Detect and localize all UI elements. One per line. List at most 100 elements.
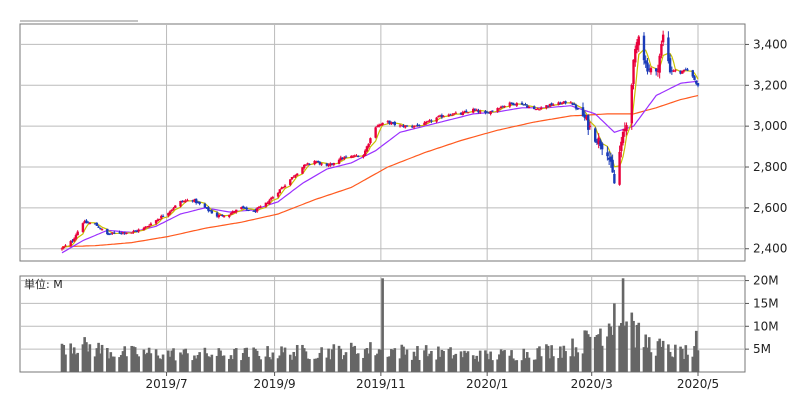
candle-body	[400, 125, 403, 127]
candle-body	[595, 141, 599, 143]
candle-body	[198, 201, 201, 204]
volume-tick-label: 10M	[753, 319, 779, 333]
volume-bar	[536, 348, 539, 372]
candle-body	[86, 222, 90, 224]
candle-body	[548, 103, 552, 107]
volume-bar	[552, 356, 555, 372]
candle-body	[107, 234, 111, 236]
volume-bar	[283, 347, 287, 372]
volume-bar	[376, 353, 379, 372]
candle-body	[207, 207, 210, 211]
volume-bar	[581, 353, 585, 372]
volume-bar	[72, 347, 76, 372]
volume-bar	[315, 358, 318, 372]
candle-body	[182, 200, 186, 202]
volume-bar	[381, 278, 384, 372]
volume-bar	[363, 349, 367, 372]
volume-bar	[339, 348, 343, 372]
candle-body	[276, 192, 280, 197]
volume-bar	[100, 344, 104, 372]
volume-bar	[168, 356, 172, 372]
candle-body	[245, 207, 248, 210]
candle-body	[290, 177, 294, 180]
candle-body	[76, 231, 79, 236]
volume-bar	[499, 349, 503, 372]
volume-bar	[682, 358, 686, 372]
candle-body	[242, 206, 245, 208]
volume-bar	[466, 351, 470, 372]
candle-body	[618, 151, 621, 185]
volume-bar	[583, 330, 587, 372]
candle-body	[552, 104, 555, 106]
candle-body	[472, 108, 475, 113]
volume-bar	[337, 345, 341, 372]
volume-bar	[417, 359, 421, 372]
candle-body	[440, 115, 444, 118]
candle-body	[672, 70, 675, 72]
candle-body	[496, 108, 499, 112]
volume-bar	[271, 352, 275, 372]
candle-body	[599, 140, 602, 147]
x-tick-label: 2019/11	[356, 377, 406, 391]
candle-body	[539, 107, 543, 110]
price-tick-label: 2,400	[753, 242, 787, 256]
volume-bars	[60, 278, 700, 372]
candle-body	[280, 187, 283, 190]
volume-bar	[193, 355, 196, 372]
candle-body	[374, 127, 377, 138]
candle-body	[679, 70, 682, 74]
candle-body	[545, 105, 548, 109]
candle-body	[344, 156, 348, 158]
volume-bar	[245, 347, 249, 372]
candle-body	[660, 44, 663, 56]
volume-bar	[694, 330, 698, 372]
candle-body	[522, 104, 525, 106]
volume-bar	[667, 344, 670, 372]
volume-bar	[130, 345, 133, 372]
volume-bar	[377, 349, 381, 372]
candle-body	[510, 102, 513, 104]
volume-bar	[520, 360, 524, 372]
candle-body	[524, 104, 527, 106]
price-grid	[20, 24, 745, 261]
volume-bar	[487, 359, 491, 372]
candle-body	[583, 114, 586, 118]
volume-bar	[302, 348, 306, 372]
volume-bar	[593, 336, 597, 372]
volume-bar	[269, 359, 273, 372]
candle-body	[294, 174, 297, 177]
volume-bar	[332, 344, 336, 372]
volume-bar	[454, 353, 458, 372]
volume-bar	[447, 348, 451, 372]
volume-bar	[329, 359, 332, 372]
ma-short-path	[61, 48, 699, 249]
candle-body	[487, 112, 491, 114]
volume-bar	[221, 355, 224, 372]
candle-body	[191, 200, 194, 202]
candle-body	[621, 131, 625, 143]
volume-bar	[400, 344, 404, 372]
volume-bar	[154, 349, 158, 372]
volume-bar	[649, 352, 653, 372]
candle-body	[478, 111, 482, 113]
volume-bar	[513, 360, 517, 372]
volume-bar	[295, 344, 299, 372]
candle-body	[271, 197, 275, 199]
volume-bar	[623, 325, 627, 372]
candle-body	[64, 245, 67, 247]
candle-body	[315, 161, 318, 163]
volume-bar	[290, 359, 294, 372]
volume-bar	[534, 359, 538, 372]
candle-body	[343, 157, 346, 160]
candle-body	[109, 233, 112, 235]
candle-body	[160, 215, 163, 219]
volume-bar	[405, 349, 409, 372]
candle-body	[412, 126, 416, 128]
volume-bar	[76, 352, 79, 372]
candle-body	[208, 210, 212, 212]
volume-bar	[367, 353, 370, 372]
candle-body	[74, 235, 78, 239]
candle-body	[243, 207, 247, 209]
x-tick-label: 2019/7	[145, 377, 187, 391]
volume-bar	[86, 351, 90, 372]
